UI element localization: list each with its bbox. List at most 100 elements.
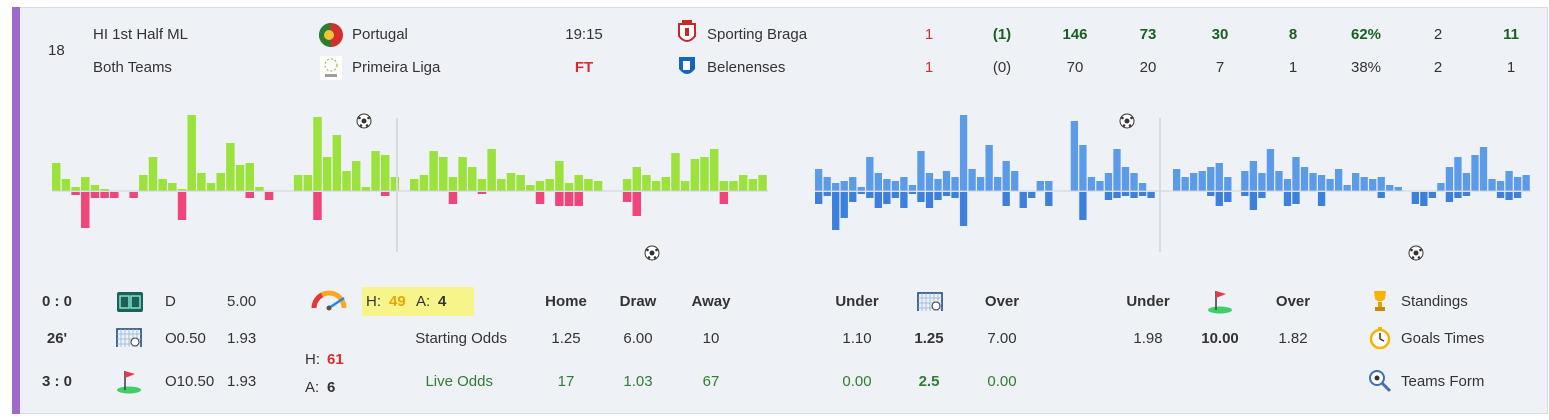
live-odds-away[interactable]: 67 xyxy=(702,373,720,390)
goals-under-header: Under xyxy=(835,293,879,310)
momentum-right-home-bar xyxy=(1471,155,1479,191)
momentum-right-home-bar xyxy=(1326,179,1334,191)
momentum-right-away-bar xyxy=(823,192,831,196)
momentum-right-home-bar xyxy=(849,177,857,191)
corners-over-starting[interactable]: 1.82 xyxy=(1278,330,1308,347)
momentum-right-away-bar xyxy=(959,192,968,226)
momentum-right-home-bar xyxy=(1522,175,1530,191)
away-team-crest-icon xyxy=(679,57,695,74)
league-name[interactable]: Primeira Liga xyxy=(352,59,441,76)
submarket-label: Both Teams xyxy=(93,59,172,76)
home-stat-goals: 1 xyxy=(924,26,934,43)
momentum-left-home-bar xyxy=(622,179,632,191)
momentum-left-away-bar xyxy=(477,192,487,194)
corners-under-starting[interactable]: 1.98 xyxy=(1133,330,1163,347)
momentum-left-away-bar xyxy=(90,192,100,198)
country-name: Portugal xyxy=(352,26,408,43)
corners-over-header: Over xyxy=(1275,293,1311,310)
momentum-left-away-bar xyxy=(535,192,545,204)
live-odds-home[interactable]: 17 xyxy=(557,373,575,390)
momentum-left-home-bar xyxy=(255,187,264,191)
momentum-right-home-bar xyxy=(1377,177,1385,191)
portugal-flag-icon xyxy=(319,23,343,47)
momentum-right-away-bar xyxy=(1002,192,1010,206)
home-stat-possession: 62% xyxy=(1350,26,1382,43)
momentum-right-away-bar xyxy=(1215,192,1223,206)
momentum-left-home-bar xyxy=(148,157,158,191)
momentum-right-away-bar xyxy=(1113,192,1121,198)
pressure-highlight xyxy=(362,287,474,316)
momentum-left-home-bar xyxy=(584,179,593,191)
momentum-left-home-bar xyxy=(206,183,216,191)
momentum-left-away-bar xyxy=(380,192,390,196)
market-row-value-2: 1.93 xyxy=(227,330,257,347)
momentum-left-home-bar xyxy=(564,183,574,191)
goals-under-live[interactable]: 0.00 xyxy=(842,373,872,390)
momentum-right-home-bar xyxy=(908,185,917,191)
momentum-right-away-bar xyxy=(951,192,959,198)
odds-header-draw: Draw xyxy=(619,293,657,310)
away-team-name[interactable]: Belenenses xyxy=(707,59,786,76)
corners-line-starting: 10.00 xyxy=(1201,330,1239,347)
teams-form-link[interactable]: Teams Form xyxy=(1401,373,1485,390)
market-label[interactable]: HI 1st Half ML xyxy=(93,26,189,43)
momentum-right-home-bar xyxy=(1479,147,1488,191)
goals-under-starting[interactable]: 1.10 xyxy=(842,330,872,347)
attacks-home-label: H: xyxy=(305,351,320,368)
magnifier-ball-icon xyxy=(1369,370,1392,393)
match-accent-bar xyxy=(12,7,20,414)
market-row-value-3: 1.93 xyxy=(227,373,257,390)
momentum-right-home-bar xyxy=(1002,161,1010,191)
momentum-right-home-bar xyxy=(1445,167,1454,191)
momentum-right-home-bar xyxy=(1207,167,1215,191)
goals-times-link[interactable]: Goals Times xyxy=(1401,330,1485,347)
momentum-right-away-bar xyxy=(1121,192,1130,196)
momentum-right-away-bar xyxy=(874,192,882,208)
momentum-right-home-bar xyxy=(1437,183,1445,191)
momentum-right-away-bar xyxy=(866,192,874,198)
momentum-right-home-bar xyxy=(1138,183,1147,191)
momentum-right-away-bar xyxy=(1377,192,1385,198)
market-row-label-3: O10.50 xyxy=(165,373,215,390)
row-number: 18 xyxy=(48,42,65,59)
momentum-right-home-bar xyxy=(874,173,882,191)
starting-odds-home[interactable]: 1.25 xyxy=(551,330,581,347)
momentum-left-home-bar xyxy=(680,181,690,191)
momentum-left-home-bar xyxy=(361,187,371,191)
momentum-right-home-bar xyxy=(1096,181,1104,191)
momentum-right-home-bar xyxy=(891,181,900,191)
starting-odds-draw[interactable]: 6.00 xyxy=(623,330,653,347)
home-team-name[interactable]: Sporting Braga xyxy=(707,26,808,43)
momentum-left-home-bar xyxy=(332,135,342,191)
momentum-left-home-bar xyxy=(458,157,467,191)
momentum-right-home-bar xyxy=(1343,185,1351,191)
momentum-left-home-bar xyxy=(52,163,61,191)
live-odds-draw[interactable]: 1.03 xyxy=(623,373,653,390)
momentum-left-home-bar xyxy=(497,179,506,191)
momentum-right-home-bar xyxy=(1113,149,1121,191)
momentum-left-away-bar xyxy=(110,192,119,198)
goals-over-starting[interactable]: 7.00 xyxy=(987,330,1017,347)
momentum-right-away-bar xyxy=(1428,192,1437,198)
momentum-left-home-bar xyxy=(729,181,738,191)
momentum-left-home-bar xyxy=(177,189,187,191)
momentum-left-home-bar xyxy=(71,187,80,191)
goal-ball-icon xyxy=(356,113,372,129)
momentum-right-home-bar xyxy=(1036,181,1044,191)
momentum-left-home-bar xyxy=(448,177,458,191)
goal-ball-icon xyxy=(1119,113,1135,129)
momentum-left-away-bar xyxy=(632,192,642,216)
starting-odds-away[interactable]: 10 xyxy=(702,330,720,347)
goals-over-live[interactable]: 0.00 xyxy=(987,373,1017,390)
momentum-right-away-bar xyxy=(942,192,951,196)
market-row-value-1: 5.00 xyxy=(227,293,257,310)
standings-link[interactable]: Standings xyxy=(1401,293,1468,310)
momentum-right-away-bar xyxy=(1147,192,1155,198)
momentum-right-home-bar xyxy=(1360,177,1368,191)
momentum-right-away-bar xyxy=(1411,192,1419,204)
momentum-left-away-bar xyxy=(129,192,138,198)
momentum-left-home-bar xyxy=(351,161,361,191)
momentum-right-away-bar xyxy=(1454,192,1462,198)
momentum-left-home-bar xyxy=(651,181,661,191)
